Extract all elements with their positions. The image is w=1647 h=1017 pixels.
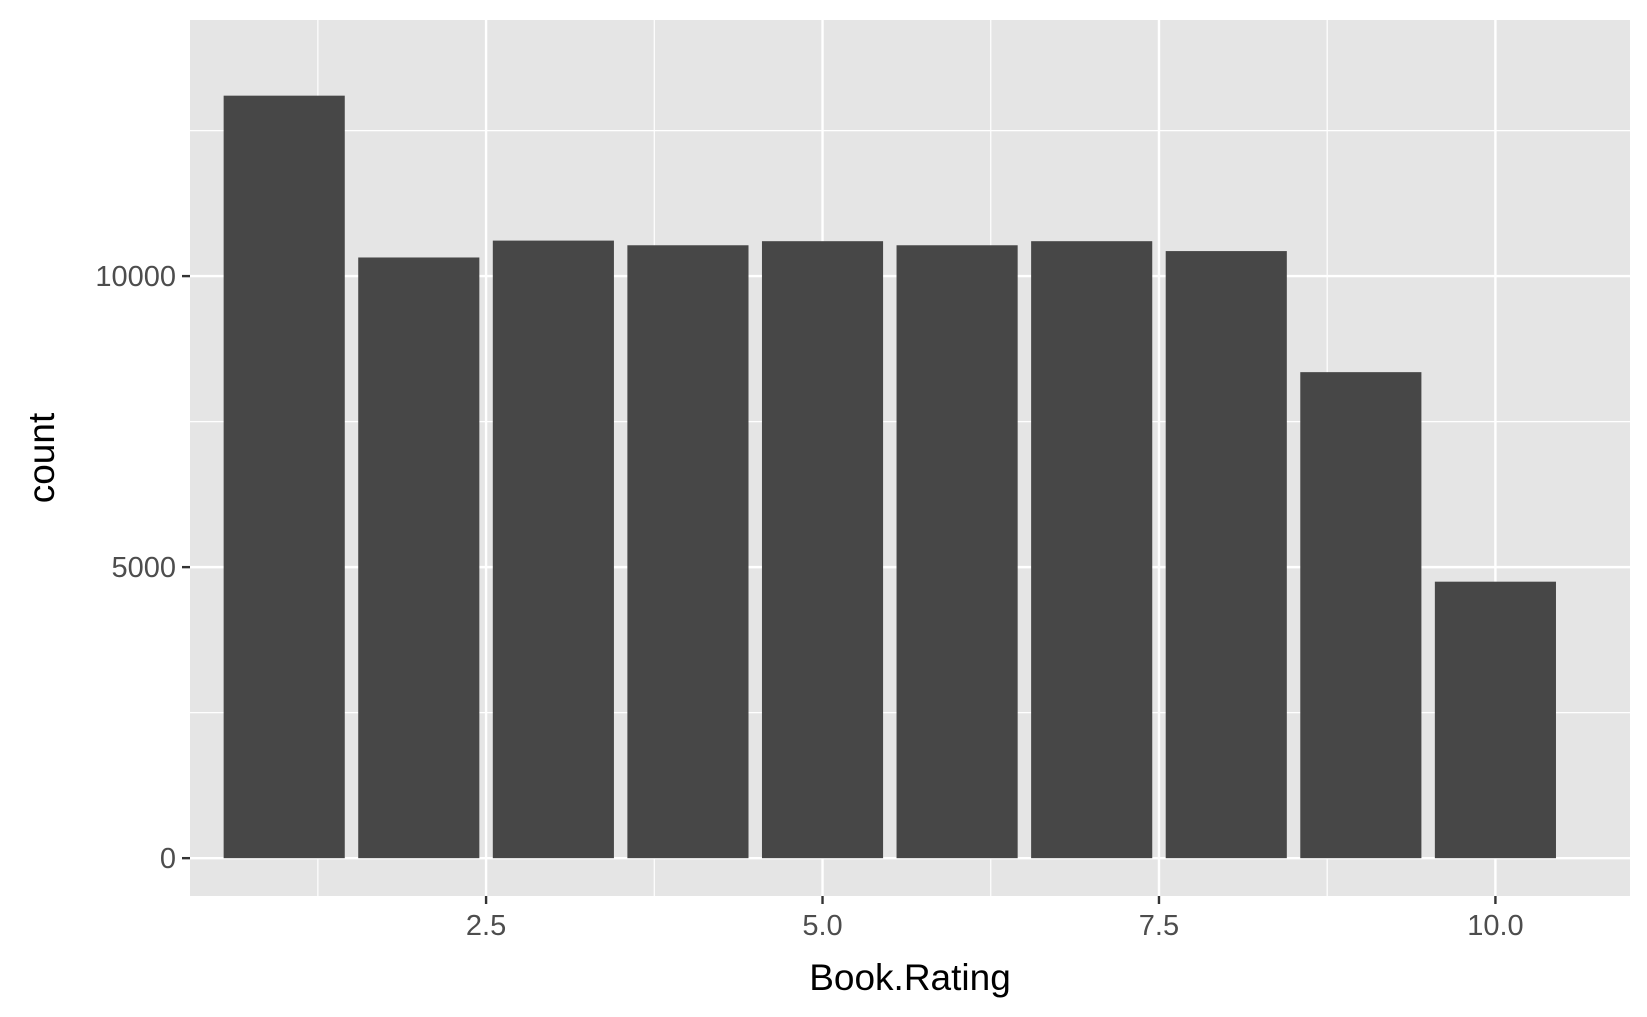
bar-rating-3 — [492, 240, 614, 859]
x-tick-label: 7.5 — [1139, 910, 1179, 942]
bar-rating-10 — [1434, 581, 1556, 859]
y-axis-title: count — [21, 412, 62, 503]
y-tick-label: 5000 — [111, 552, 176, 584]
bar-rating-7 — [1031, 241, 1153, 859]
x-axis-title: Book.Rating — [809, 957, 1011, 998]
bar-rating-2 — [358, 257, 480, 859]
bar-rating-8 — [1165, 251, 1287, 859]
bar-rating-4 — [627, 245, 749, 859]
bar-rating-9 — [1300, 372, 1422, 859]
bar-rating-5 — [761, 241, 884, 859]
x-tick-label: 5.0 — [802, 910, 842, 942]
y-tick-label: 10000 — [95, 261, 176, 293]
y-axis: 0 5000 10000 — [95, 261, 190, 875]
x-axis: 2.5 5.0 7.5 10.0 — [466, 896, 1524, 942]
y-tick-label: 0 — [160, 843, 176, 875]
bar-rating-1 — [223, 95, 345, 859]
x-tick-label: 2.5 — [466, 910, 506, 942]
bars — [223, 95, 1556, 859]
bar-rating-6 — [896, 245, 1018, 859]
x-tick-label: 10.0 — [1467, 910, 1523, 942]
